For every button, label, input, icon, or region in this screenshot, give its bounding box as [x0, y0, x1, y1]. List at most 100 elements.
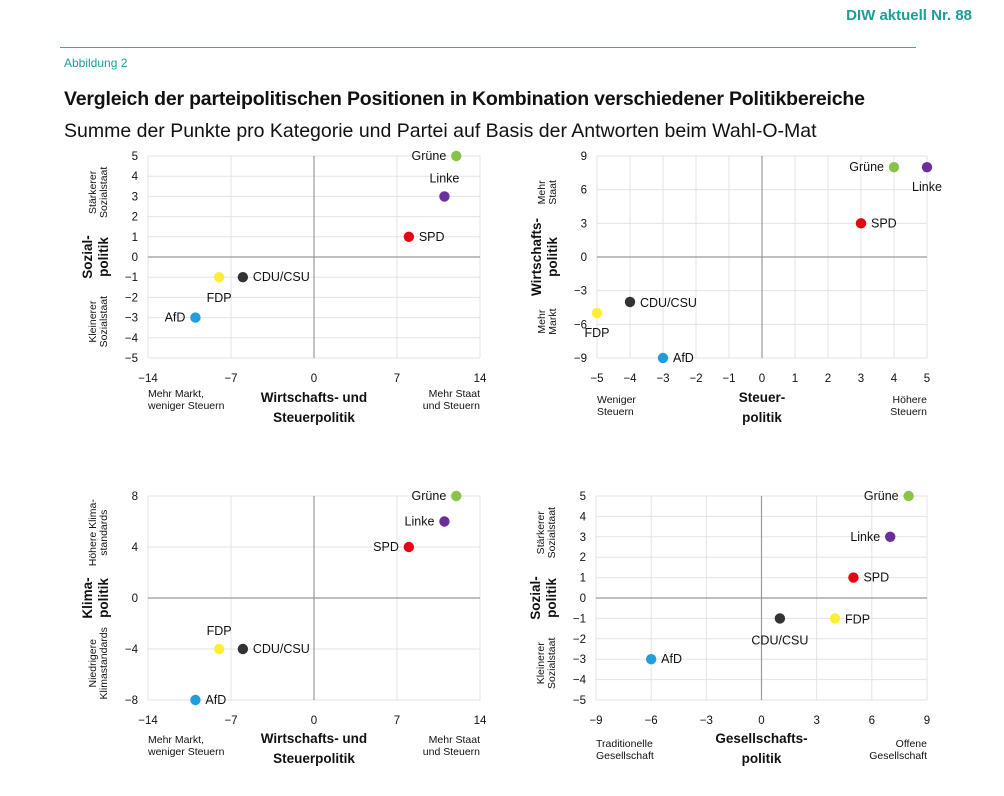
point-label-gr-ne: Grüne [849, 160, 884, 174]
y-tick-label: −3 [573, 654, 586, 666]
point-label-fdp: FDP [585, 326, 610, 340]
point-spd [855, 218, 867, 229]
x-tick-label: −3 [700, 715, 713, 727]
y-tick-label: −1 [573, 613, 586, 625]
point-linke [885, 531, 896, 542]
x-tick-label: −4 [623, 373, 637, 385]
y-axis-title: Sozial-politik [528, 576, 559, 620]
y-axis-top-note: MehrStaat [536, 180, 559, 205]
x-tick-label: 2 [825, 373, 831, 385]
y-tick-label: −4 [125, 333, 139, 345]
point-label-cdu-csu: CDU/CSU [253, 642, 310, 656]
point-label-linke: Linke [429, 171, 459, 185]
y-tick-label: 0 [580, 593, 586, 605]
point-gr-ne [888, 162, 900, 173]
point-fdp [213, 643, 225, 655]
y-tick-label: −3 [574, 286, 587, 298]
y-tick-label: 1 [132, 232, 138, 244]
point-afd [657, 352, 669, 364]
point-spd [403, 541, 415, 553]
y-tick-label: −4 [125, 644, 139, 656]
point-afd [190, 312, 201, 323]
point-label-spd: SPD [419, 230, 445, 244]
point-fdp [213, 272, 225, 283]
y-tick-label: 0 [581, 252, 587, 264]
y-tick-label: −3 [125, 313, 138, 325]
point-label-linke: Linke [850, 530, 880, 544]
figure-subtitle: Summe der Punkte pro Kategorie und Parte… [64, 120, 817, 142]
point-linke [921, 162, 933, 173]
x-tick-label: −14 [138, 715, 158, 727]
point-label-spd: SPD [373, 540, 399, 554]
y-tick-label: 4 [580, 511, 587, 523]
x-tick-label: 0 [758, 715, 764, 727]
point-label-spd: SPD [863, 571, 889, 585]
point-cdu-csu [237, 643, 249, 655]
point-label-spd: SPD [871, 216, 897, 230]
header-rule [60, 47, 916, 48]
y-tick-label: −2 [573, 634, 586, 646]
point-label-linke: Linke [405, 515, 435, 529]
x-tick-label: 3 [858, 373, 864, 385]
y-tick-label: 4 [132, 542, 139, 554]
y-tick-label: −5 [573, 695, 586, 707]
point-spd [848, 572, 859, 583]
y-tick-label: 0 [132, 252, 138, 264]
y-axis-top-note: StärkererSozialstaat [535, 507, 558, 558]
point-afd [190, 694, 201, 706]
figure-title: Vergleich der parteipolitischen Position… [64, 88, 865, 110]
y-tick-label: −8 [125, 695, 138, 707]
point-spd [403, 231, 415, 242]
x-axis-title: Steuer-politik [739, 390, 786, 425]
x-tick-label: 6 [869, 715, 875, 727]
point-linke [439, 191, 450, 202]
y-tick-label: 5 [132, 151, 138, 163]
point-gr-ne [903, 490, 914, 502]
x-axis-left-note: Weniger Steuern [597, 394, 636, 418]
x-axis-title: Wirtschafts- und Steuerpolitik [261, 731, 367, 766]
y-axis-top-note: Höhere Klima-standards [87, 499, 110, 567]
x-tick-label: 0 [759, 373, 765, 385]
x-tick-label: −14 [138, 373, 158, 385]
y-tick-label: −1 [125, 272, 138, 284]
point-label-fdp: FDP [207, 291, 232, 305]
point-label-gr-ne: Grüne [864, 489, 899, 503]
x-tick-label: 7 [394, 715, 400, 727]
y-axis-bottom-note: KleinererSozialstaat [87, 296, 110, 347]
point-fdp [591, 307, 603, 319]
x-tick-label: 0 [311, 715, 317, 727]
y-tick-label: 3 [581, 218, 587, 230]
x-axis-left-note: Mehr Markt, weniger Steuern [147, 388, 225, 412]
y-axis-title: Wirtschafts-politik [529, 218, 560, 296]
x-axis-right-note: Höhere Steuern [890, 394, 927, 418]
x-tick-label: 3 [813, 715, 819, 727]
x-tick-label: −7 [224, 373, 237, 385]
y-tick-label: −2 [125, 292, 138, 304]
point-label-afd: AfD [165, 311, 186, 325]
point-cdu-csu [237, 272, 249, 283]
point-fdp [829, 613, 841, 624]
x-axis-title: Gesellschafts-politik [715, 731, 807, 766]
x-tick-label: −2 [689, 373, 702, 385]
figure-label: Abbildung 2 [64, 56, 128, 70]
point-label-fdp: FDP [207, 624, 232, 638]
x-tick-label: 5 [924, 373, 930, 385]
x-axis-left-note: Traditionelle Gesellschaft [596, 738, 654, 762]
point-label-linke: Linke [912, 180, 942, 194]
y-tick-label: 4 [132, 171, 139, 183]
y-tick-label: 3 [580, 532, 586, 544]
point-gr-ne [451, 150, 462, 162]
y-tick-label: −5 [125, 353, 138, 365]
y-axis-top-note: StärkererSozialstaat [87, 167, 110, 218]
x-tick-label: −1 [722, 373, 735, 385]
x-tick-label: 7 [394, 373, 400, 385]
y-tick-label: 3 [132, 191, 138, 203]
y-tick-label: 6 [581, 185, 587, 197]
x-axis-right-note: Offene Gesellschaft [869, 738, 927, 762]
point-label-afd: AfD [661, 652, 682, 666]
x-tick-label: −6 [645, 715, 658, 727]
